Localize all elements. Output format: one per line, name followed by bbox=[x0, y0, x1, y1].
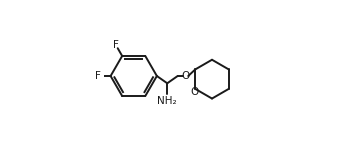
Text: F: F bbox=[95, 71, 101, 81]
Text: O: O bbox=[182, 71, 190, 81]
Text: O: O bbox=[190, 86, 198, 97]
Text: F: F bbox=[113, 40, 119, 50]
Text: NH₂: NH₂ bbox=[157, 95, 177, 105]
